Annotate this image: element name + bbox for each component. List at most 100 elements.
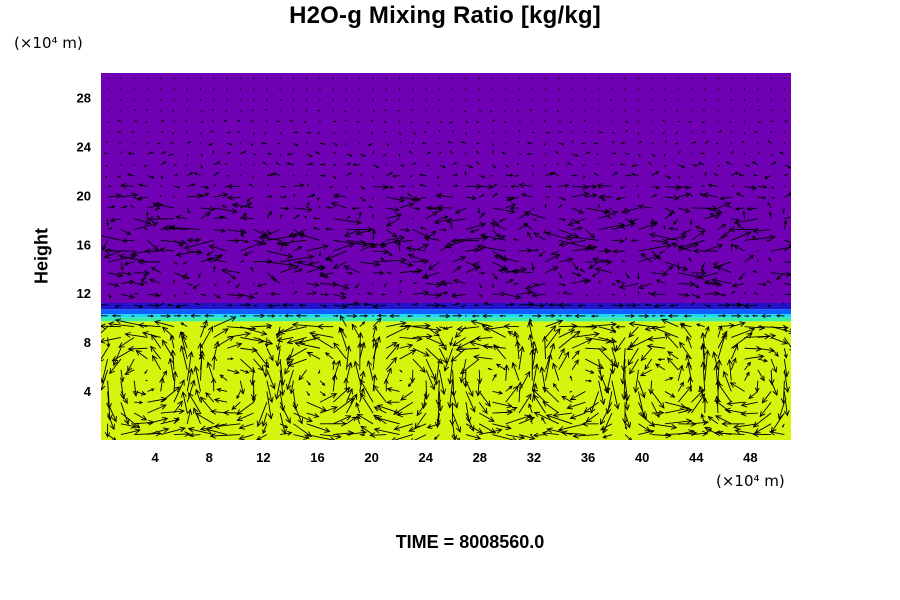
wind-vector bbox=[372, 257, 408, 264]
wind-vector bbox=[226, 280, 231, 284]
wind-vector bbox=[742, 210, 746, 219]
wind-vector bbox=[226, 142, 233, 146]
wind-vector bbox=[770, 293, 773, 296]
wind-vector bbox=[160, 119, 165, 122]
wind-vector bbox=[638, 243, 673, 252]
wind-vector bbox=[120, 205, 128, 209]
wind-vector bbox=[120, 183, 135, 189]
wind-vector bbox=[275, 326, 294, 336]
wind-vector bbox=[295, 313, 307, 318]
vector-dot bbox=[544, 88, 547, 90]
vector-dot bbox=[730, 77, 732, 80]
wind-vector bbox=[262, 229, 281, 238]
wind-vector bbox=[709, 212, 719, 220]
wind-vector bbox=[253, 153, 257, 156]
wind-vector bbox=[528, 333, 534, 349]
wind-vector bbox=[266, 348, 274, 362]
wind-vector bbox=[411, 196, 427, 202]
wind-vector bbox=[316, 196, 321, 202]
vector-dot bbox=[650, 99, 653, 101]
wind-vector bbox=[585, 193, 598, 198]
wind-vector bbox=[664, 234, 687, 241]
x-tick-label: 48 bbox=[743, 450, 757, 465]
x-tick-label: 16 bbox=[310, 450, 324, 465]
vector-dot bbox=[120, 164, 122, 166]
vector-dot bbox=[385, 77, 387, 80]
wind-vector bbox=[492, 235, 506, 241]
wind-vector bbox=[531, 292, 546, 298]
wind-vector bbox=[585, 412, 599, 423]
vector-dot bbox=[412, 142, 414, 144]
wind-vector bbox=[501, 152, 506, 155]
wind-vector bbox=[425, 230, 437, 241]
wind-vector bbox=[492, 229, 501, 238]
vector-dot bbox=[292, 174, 295, 177]
wind-vector bbox=[717, 223, 727, 230]
wind-vector bbox=[200, 153, 204, 157]
wind-vector bbox=[746, 206, 758, 212]
wind-vector bbox=[783, 337, 791, 351]
wind-vector bbox=[433, 434, 440, 440]
vector-dot bbox=[412, 77, 414, 80]
vector-dot bbox=[239, 164, 242, 166]
wind-vector bbox=[585, 184, 598, 190]
wind-vector bbox=[263, 131, 268, 135]
wind-vector bbox=[731, 282, 745, 288]
wind-vector bbox=[712, 261, 732, 269]
wind-vector bbox=[753, 174, 758, 177]
wind-vector bbox=[557, 423, 586, 432]
wind-vector bbox=[180, 322, 188, 328]
y-tick-label: 20 bbox=[77, 188, 91, 203]
wind-vector bbox=[346, 388, 353, 403]
wind-vector bbox=[226, 331, 251, 338]
y-axis-unit: (×10⁴ m) bbox=[14, 34, 83, 52]
wind-vector bbox=[266, 184, 269, 187]
wind-vector bbox=[319, 272, 329, 279]
wind-vector bbox=[200, 211, 211, 220]
wind-vector bbox=[359, 314, 369, 318]
wind-vector bbox=[591, 272, 599, 277]
wind-vector bbox=[732, 423, 758, 430]
wind-vector bbox=[585, 379, 593, 383]
wind-vector bbox=[383, 283, 387, 288]
vector-dot bbox=[757, 88, 759, 90]
wind-vector bbox=[227, 357, 234, 361]
wind-vector bbox=[250, 380, 257, 401]
wind-vector bbox=[664, 261, 689, 271]
wind-vector bbox=[620, 141, 626, 144]
vector-dot bbox=[106, 88, 109, 90]
wind-vector bbox=[757, 109, 760, 112]
wind-vector bbox=[628, 218, 639, 224]
wind-vector bbox=[187, 172, 194, 176]
wind-vector bbox=[598, 358, 604, 382]
wind-vector bbox=[638, 140, 643, 144]
wind-vector bbox=[127, 152, 135, 155]
wind-vector bbox=[118, 253, 148, 263]
vector-dot bbox=[120, 88, 122, 90]
wind-vector bbox=[679, 322, 692, 328]
wind-vector bbox=[144, 369, 148, 375]
vector-dot bbox=[571, 99, 573, 101]
wind-vector bbox=[717, 382, 732, 403]
wind-vector bbox=[571, 272, 582, 277]
wind-vector bbox=[240, 202, 253, 209]
wind-vector bbox=[237, 119, 241, 122]
vector-dot bbox=[491, 88, 494, 90]
vector-dot bbox=[743, 110, 746, 112]
wind-vector bbox=[663, 224, 666, 230]
wind-vector bbox=[120, 271, 133, 276]
x-tick-label: 4 bbox=[152, 450, 160, 465]
wind-vector bbox=[173, 173, 179, 176]
wind-vector bbox=[386, 271, 392, 275]
wind-vector bbox=[102, 240, 109, 251]
wind-vector bbox=[490, 222, 506, 230]
wind-vector bbox=[647, 335, 665, 342]
wind-vector bbox=[306, 380, 311, 386]
wind-vector bbox=[293, 423, 313, 437]
wind-vector bbox=[572, 432, 599, 439]
vector-dot bbox=[226, 99, 228, 101]
vector-dot bbox=[571, 131, 573, 134]
wind-vector bbox=[518, 314, 524, 317]
wind-vector bbox=[213, 397, 228, 403]
vector-dot bbox=[770, 131, 772, 134]
